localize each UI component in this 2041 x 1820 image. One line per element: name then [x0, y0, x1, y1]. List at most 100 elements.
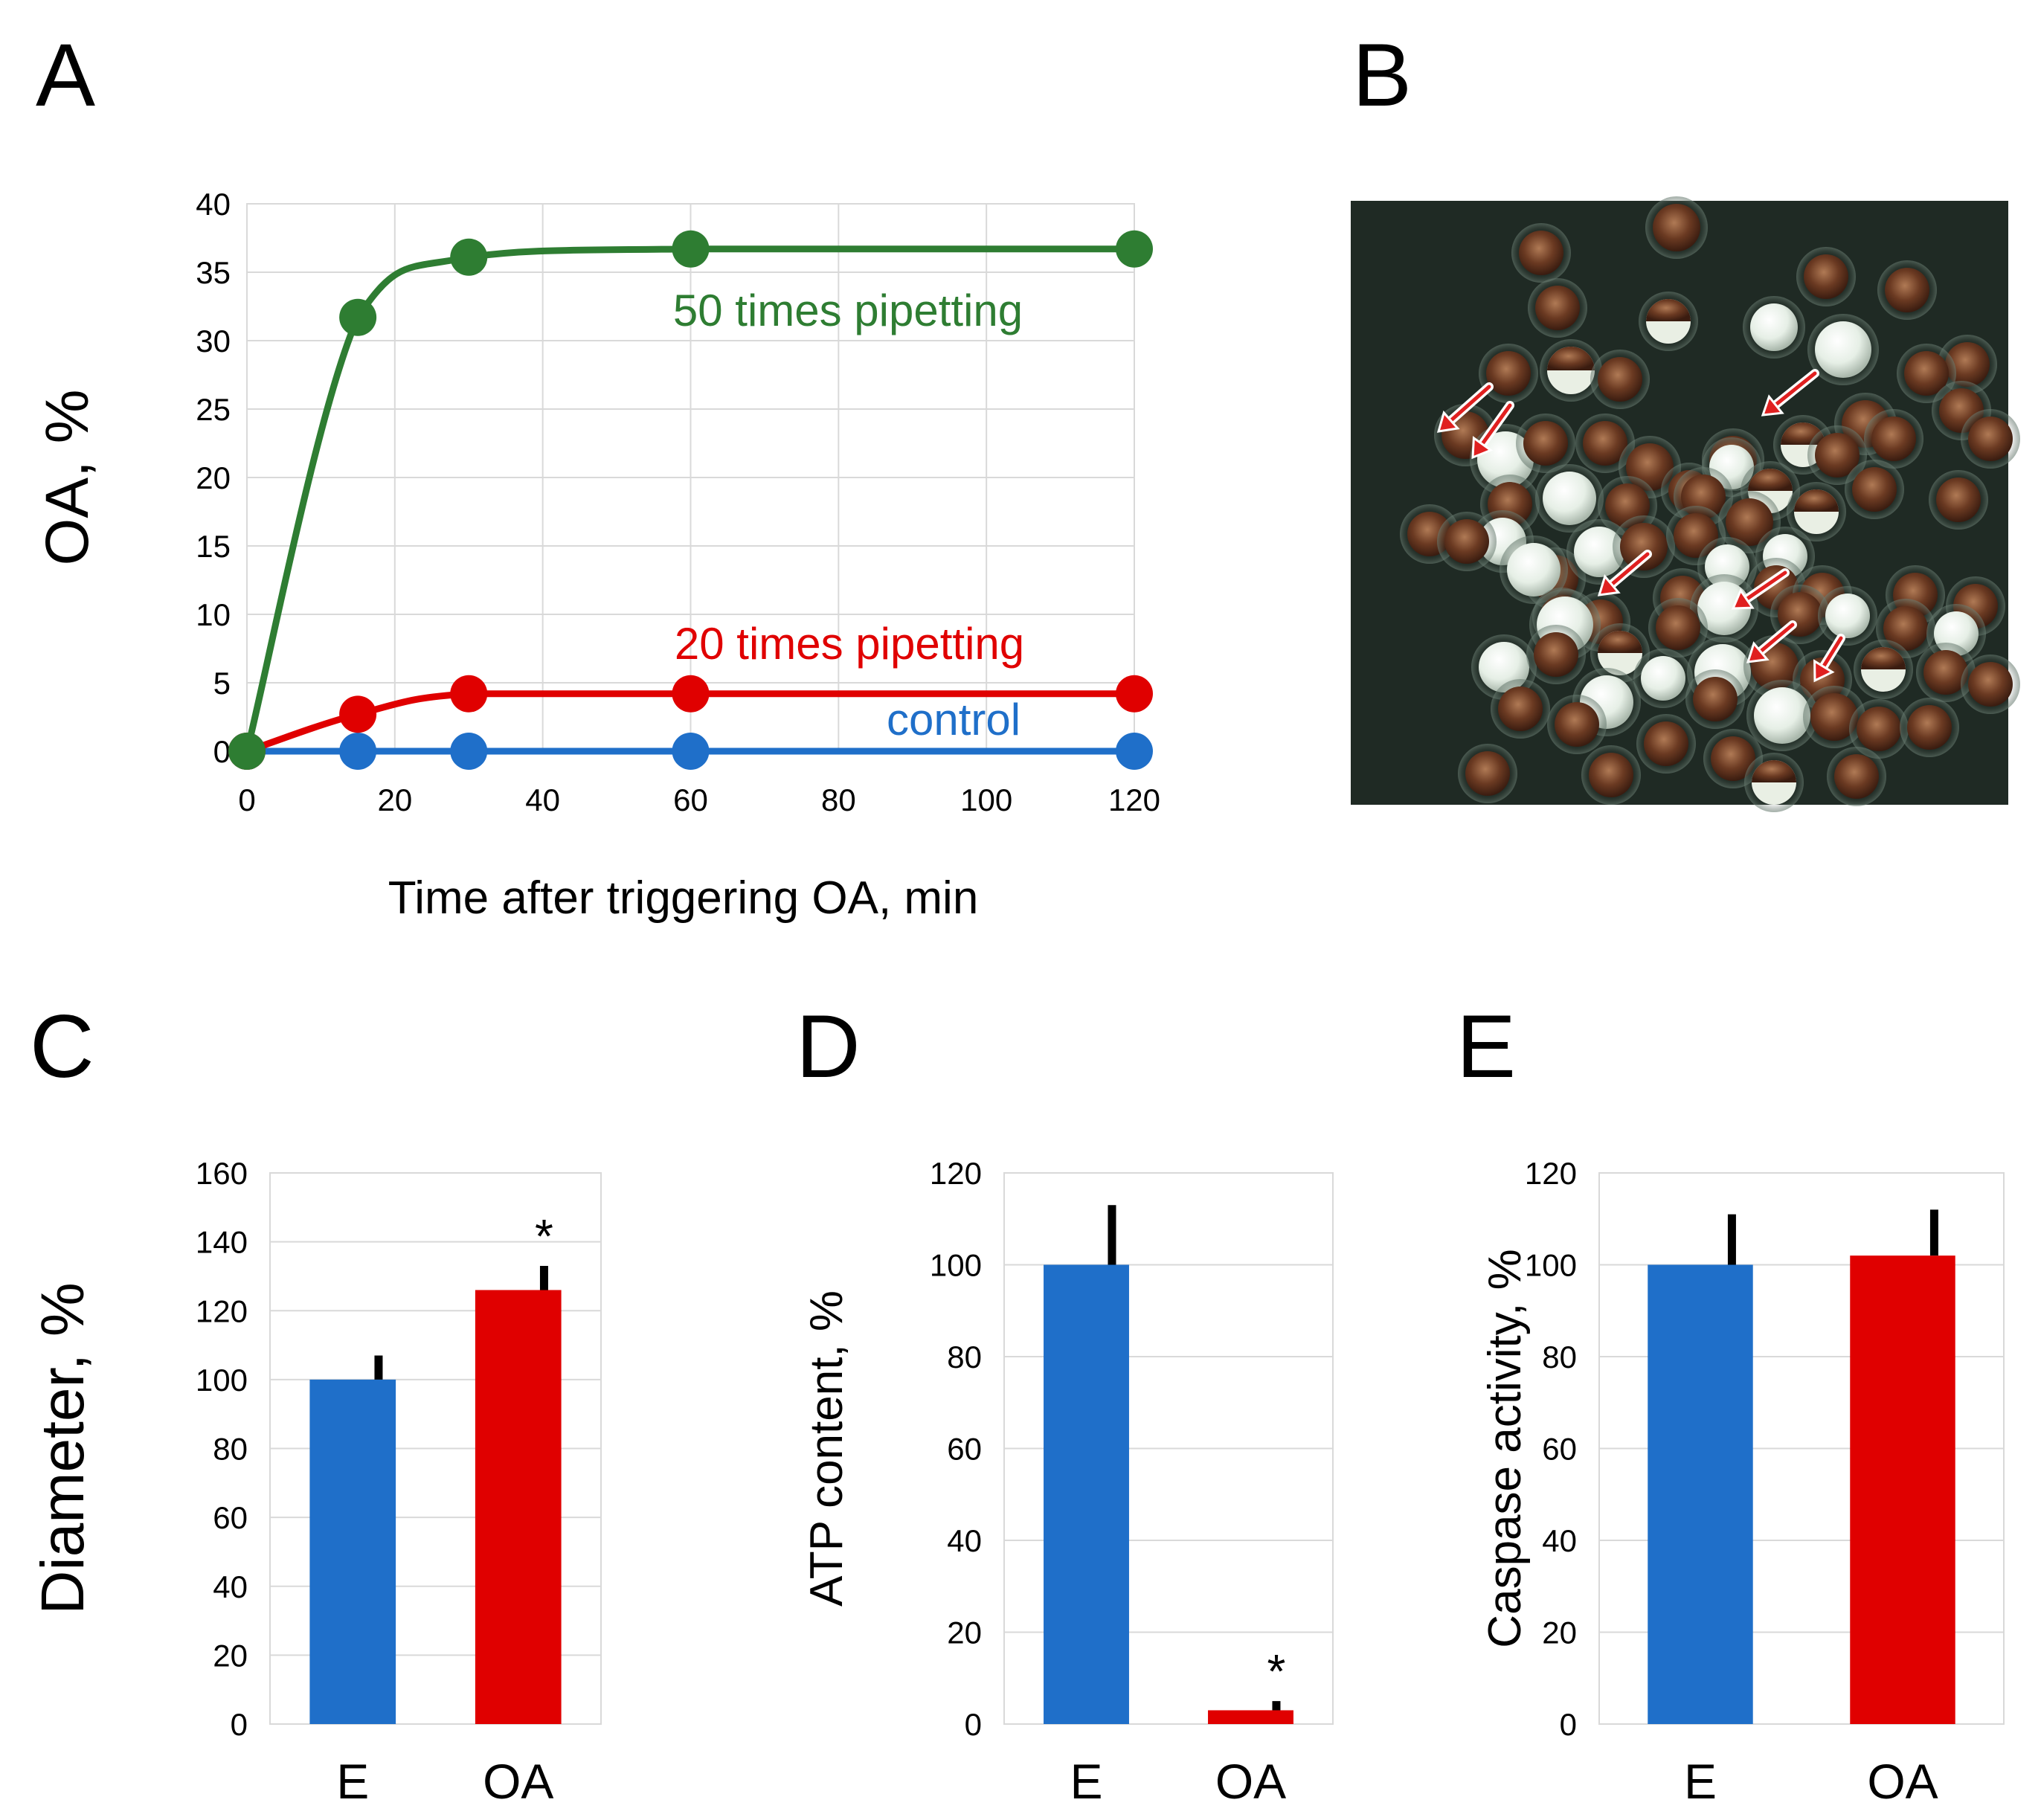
x-tick-label: 20 — [377, 782, 412, 817]
y-tick-label: 0 — [1560, 1707, 1577, 1742]
plot-frame — [1598, 1172, 2005, 1725]
egg-intact — [1644, 721, 1688, 766]
y-tick-label: 20 — [196, 460, 231, 495]
egg-intact — [1598, 357, 1642, 402]
egg-intact — [1583, 421, 1627, 466]
bar — [1044, 1264, 1129, 1724]
egg-intact — [1523, 421, 1568, 466]
y-tick-label: 0 — [231, 1707, 248, 1742]
egg-intact — [1804, 254, 1848, 299]
data-point — [450, 238, 488, 276]
egg-intact — [1519, 231, 1563, 275]
egg-intact — [1653, 204, 1700, 251]
arrow-head — [1731, 588, 1755, 610]
egg-activated — [1825, 594, 1870, 638]
egg-half-top — [1794, 489, 1839, 512]
x-tick-label: 0 — [238, 782, 255, 817]
y-tick-label: 60 — [947, 1432, 982, 1467]
arrow-head — [1471, 436, 1494, 460]
y-tick-label: 30 — [196, 324, 231, 358]
egg-intact — [1945, 342, 1990, 387]
egg-intact — [1852, 467, 1897, 512]
egg-half-top — [1598, 631, 1642, 653]
arrow-shaft — [1744, 570, 1787, 602]
y-tick-label: 160 — [196, 1156, 248, 1191]
egg-intact — [1815, 433, 1860, 477]
x-tick-label: 120 — [1108, 782, 1160, 817]
egg-half-top — [1752, 760, 1796, 782]
egg-intact — [1620, 523, 1668, 570]
y-tick-label: 80 — [1542, 1340, 1577, 1374]
y-tick-label: 100 — [1525, 1248, 1577, 1283]
y-tick-label: 80 — [213, 1432, 248, 1467]
arrow-shaft — [1480, 403, 1512, 446]
y-tick-label: 10 — [196, 597, 231, 632]
egg-intact — [1871, 417, 1916, 461]
y-tick-label: 20 — [947, 1615, 982, 1650]
panel-letter-b: B — [1352, 25, 1412, 125]
category-label: OA — [1867, 1754, 1938, 1809]
egg-activated — [1641, 656, 1685, 701]
arrow-head — [1746, 641, 1770, 663]
egg-activated — [1750, 303, 1798, 351]
data-point — [339, 695, 377, 733]
egg-intact — [1726, 498, 1773, 546]
data-point — [672, 230, 710, 268]
arrow-head — [1436, 410, 1460, 433]
egg-activated — [1507, 543, 1561, 597]
egg-half-top — [1646, 299, 1691, 321]
series-label: 50 times pipetting — [673, 286, 1023, 335]
egg-intact — [1535, 286, 1580, 330]
data-point — [450, 675, 488, 713]
y-tick-label: 120 — [930, 1156, 982, 1191]
data-point — [339, 733, 377, 770]
category-label: OA — [483, 1754, 553, 1809]
egg-intact — [1857, 707, 1901, 751]
y-tick-label: 60 — [213, 1500, 248, 1535]
plot-frame — [269, 1172, 602, 1725]
line-chart-oa: 0 5 10 15 20 25 30 35 40 0 20 40 60 80 100 120 OA, % Time… — [33, 187, 1160, 924]
data-point — [339, 298, 377, 336]
y-tick-label: 40 — [1542, 1523, 1577, 1558]
x-tick-label: 80 — [821, 782, 856, 817]
arrow-head — [1813, 659, 1835, 683]
egg-intact — [1907, 705, 1952, 750]
panel-letter-a: A — [36, 25, 95, 125]
y-tick-label: 40 — [196, 187, 231, 222]
egg-half-top — [1861, 647, 1906, 669]
data-point — [450, 733, 488, 770]
egg-intact — [1885, 268, 1929, 312]
series-label: control — [887, 695, 1020, 745]
x-tick-label: 40 — [525, 782, 560, 817]
arrow-shaft — [1822, 636, 1843, 669]
category-label: E — [1684, 1754, 1717, 1809]
category-label: E — [336, 1754, 369, 1809]
y-tick-label: 5 — [213, 666, 231, 701]
egg-activated — [1815, 321, 1871, 378]
egg-activated — [1543, 472, 1596, 525]
egg-activated — [1754, 687, 1810, 744]
arrow-head — [1761, 394, 1784, 417]
data-point — [1116, 733, 1153, 770]
y-axis-title: Caspase activity, % — [1479, 1249, 1531, 1647]
data-point — [672, 675, 710, 713]
x-axis-title: Time after triggering OA, min — [388, 872, 979, 924]
y-tick-label: 20 — [1542, 1615, 1577, 1650]
bar-chart-diameter: 0 20 40 60 80 100 120 140 160 E * OA Diameter, % — [29, 1156, 602, 1809]
egg-half-top — [1748, 469, 1793, 491]
category-label: OA — [1215, 1754, 1286, 1809]
x-tick-label: 100 — [960, 782, 1012, 817]
bar — [1850, 1255, 1955, 1724]
panel-letter-e: E — [1456, 997, 1516, 1096]
egg-intact — [1904, 351, 1949, 396]
arrow-head — [1597, 574, 1621, 597]
y-tick-label: 40 — [213, 1569, 248, 1604]
egg-intact — [1498, 686, 1543, 731]
embryo-photo — [1351, 196, 2020, 812]
y-tick-label: 140 — [196, 1225, 248, 1260]
egg-intact — [1711, 736, 1755, 781]
y-axis-title: OA, % — [33, 390, 101, 566]
bar — [1648, 1264, 1753, 1724]
y-tick-label: 20 — [213, 1638, 248, 1673]
y-tick-label: 40 — [947, 1523, 982, 1558]
